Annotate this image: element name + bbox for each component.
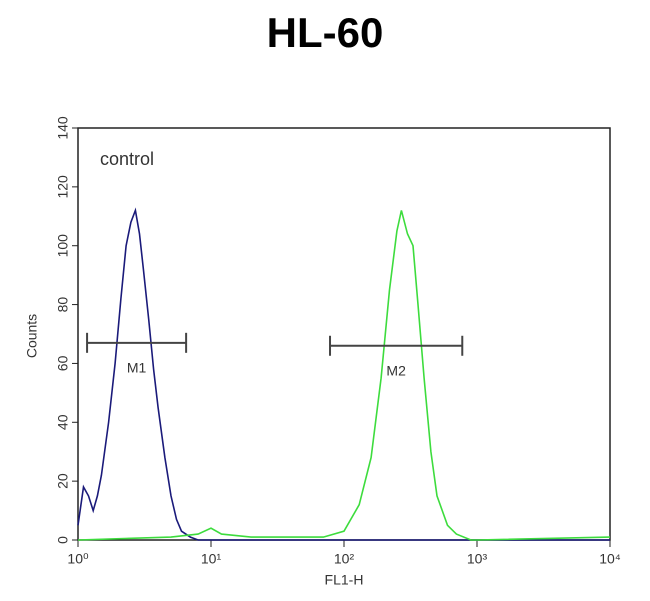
y-tick-label: 0 (55, 536, 71, 544)
y-tick-label: 140 (55, 116, 71, 140)
y-tick-label: 120 (55, 175, 71, 199)
chart-title: HL-60 (267, 9, 384, 56)
y-tick-label: 100 (55, 234, 71, 258)
marker-label: M1 (127, 360, 147, 376)
y-tick-label: 60 (55, 355, 71, 371)
y-tick-label: 20 (55, 473, 71, 489)
series-line (77, 207, 610, 541)
annotation: control (100, 149, 154, 169)
y-axis-label: Counts (24, 314, 40, 358)
plot-frame (77, 127, 611, 541)
x-axis-label: FL1-H (325, 572, 364, 588)
x-tick-label: 10² (334, 551, 355, 567)
x-tick-label: 10³ (467, 551, 488, 567)
marker-label: M2 (386, 362, 406, 378)
y-tick-label: 40 (55, 414, 71, 430)
y-tick-label: 80 (55, 297, 71, 313)
x-tick-label: 10¹ (201, 551, 222, 567)
series-line (77, 210, 611, 541)
x-tick-label: 10⁴ (599, 551, 621, 567)
x-tick-label: 10⁰ (67, 551, 89, 567)
